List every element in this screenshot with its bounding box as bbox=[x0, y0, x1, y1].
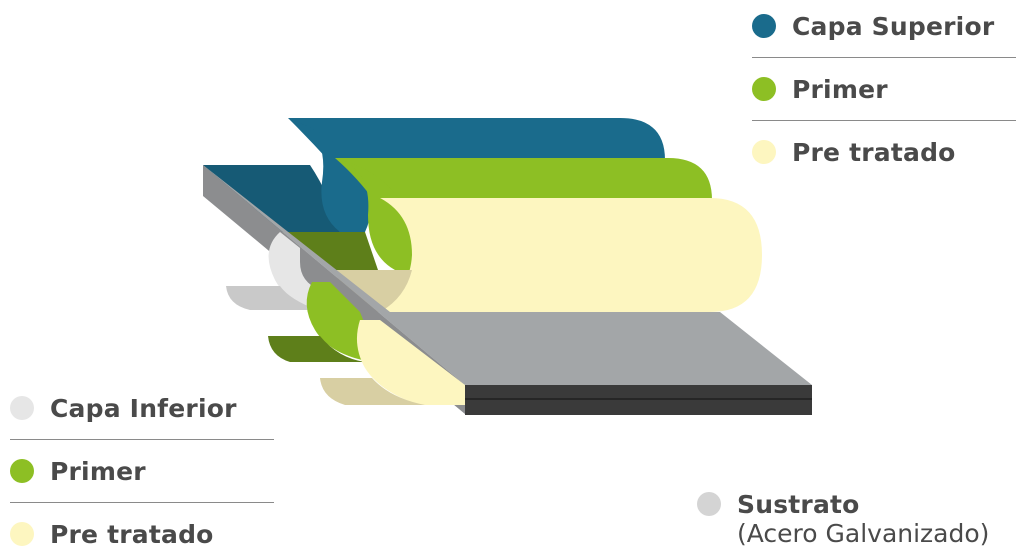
top-coat-layer bbox=[288, 118, 665, 162]
pretreat-dot-icon bbox=[752, 140, 776, 164]
substrate-label: Sustrato bbox=[737, 489, 860, 519]
pretreat-dot-icon bbox=[10, 522, 34, 546]
pretreat-top-layer bbox=[380, 198, 762, 312]
primer-dot-icon bbox=[752, 77, 776, 101]
legend-label: Primer bbox=[50, 456, 146, 486]
legend-label: Capa Inferior bbox=[50, 393, 237, 423]
primer-top-curl bbox=[283, 232, 378, 270]
legend-label: Capa Superior bbox=[792, 11, 995, 41]
substrate-dot-icon bbox=[697, 492, 721, 516]
legend-item-primer: Primer bbox=[10, 445, 274, 497]
legend-substrate: Sustrato (Acero Galvanizado) bbox=[697, 489, 989, 548]
legend-separator bbox=[10, 439, 274, 440]
legend-separator bbox=[10, 502, 274, 503]
legend-separator bbox=[752, 57, 1016, 58]
legend-label: Pre tratado bbox=[50, 519, 214, 549]
legend-item-pretreat: Pre tratado bbox=[10, 508, 274, 560]
top-coat-curl bbox=[203, 165, 340, 232]
legend-separator bbox=[752, 120, 1016, 121]
top-coat-dot-icon bbox=[752, 14, 776, 38]
legend-item-primer: Primer bbox=[752, 63, 1016, 115]
bottom-coat-dot-icon bbox=[10, 396, 34, 420]
substrate-front-edge-highlight bbox=[465, 398, 812, 400]
legend-label: Primer bbox=[792, 74, 888, 104]
pretreat-top-shade bbox=[332, 270, 412, 312]
bottom-coat-curl-shade bbox=[226, 286, 318, 310]
legend-item-bottom-coat: Capa Inferior bbox=[10, 382, 274, 434]
primer-top-layer bbox=[335, 158, 712, 202]
bottom-pretreat-curl bbox=[356, 320, 465, 405]
bottom-pretreat-curl-shade bbox=[320, 378, 425, 405]
legend-top: Capa Superior Primer Pre tratado bbox=[752, 0, 1016, 178]
bottom-coat-curl bbox=[268, 232, 320, 310]
legend-item-top-coat: Capa Superior bbox=[752, 0, 1016, 52]
legend-item-pretreat: Pre tratado bbox=[752, 126, 1016, 178]
legend-bottom: Capa Inferior Primer Pre tratado bbox=[10, 382, 274, 560]
bottom-primer-curl-shade bbox=[268, 336, 365, 362]
substrate-note: (Acero Galvanizado) bbox=[737, 519, 990, 548]
legend-label: Pre tratado bbox=[792, 137, 956, 167]
top-coat-curl-front bbox=[288, 118, 371, 232]
primer-dot-icon bbox=[10, 459, 34, 483]
substrate-top-surface bbox=[203, 165, 812, 385]
primer-top-curl-front bbox=[335, 158, 415, 270]
legend-item-substrate: Sustrato bbox=[697, 489, 989, 519]
